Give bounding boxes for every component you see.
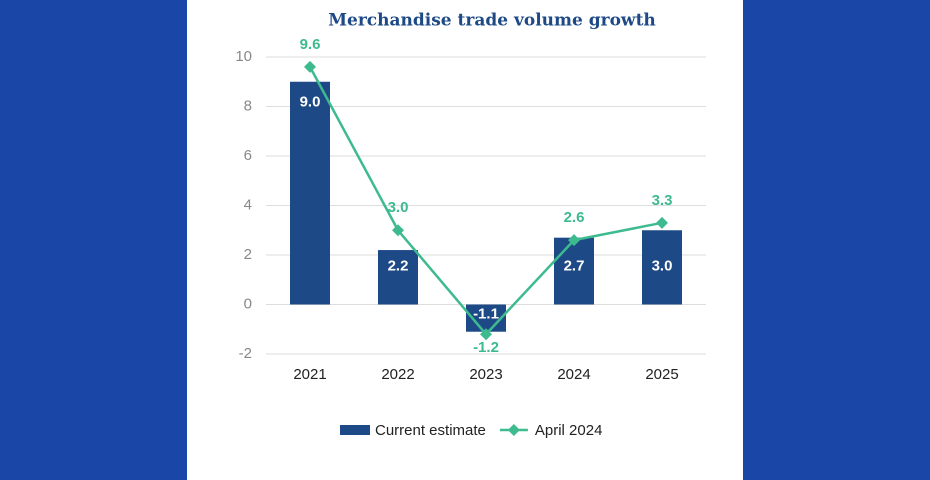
bar xyxy=(378,250,418,305)
bar xyxy=(290,81,330,305)
line-value-label: 3.0 xyxy=(388,199,409,216)
chart-title: Merchandise trade volume growth xyxy=(328,11,656,31)
x-tick-label: 2021 xyxy=(293,366,326,383)
legend-marker xyxy=(507,424,520,436)
x-tick-label: 2024 xyxy=(557,366,590,383)
line-marker xyxy=(480,328,492,341)
y-tick-label: 10 xyxy=(235,48,252,65)
bar-value-label: 3.0 xyxy=(652,257,673,274)
y-tick-label: 8 xyxy=(244,97,252,114)
x-tick-label: 2022 xyxy=(381,366,414,383)
line-value-label: 2.6 xyxy=(564,209,585,226)
bar-value-label: 2.7 xyxy=(564,257,585,274)
line-marker xyxy=(304,60,316,73)
y-tick-label: 4 xyxy=(244,196,252,213)
y-tick-label: 0 xyxy=(244,295,252,312)
bar-value-label: -1.1 xyxy=(473,305,499,322)
line-marker xyxy=(568,234,580,247)
x-tick-label: 2023 xyxy=(469,366,502,383)
bar xyxy=(554,237,594,305)
bar-value-label: 9.0 xyxy=(300,94,321,111)
legend-label: April 2024 xyxy=(535,422,603,439)
y-tick-label: 6 xyxy=(244,147,252,164)
bar-value-label: 2.2 xyxy=(388,257,409,274)
line-value-label: -1.2 xyxy=(473,339,499,356)
line-marker xyxy=(656,216,668,229)
y-tick-label: -2 xyxy=(239,345,252,362)
line-value-label: 9.6 xyxy=(300,36,321,53)
legend-swatch xyxy=(340,425,370,435)
line-value-label: 3.3 xyxy=(652,192,673,209)
line-marker xyxy=(392,224,404,237)
legend-label: Current estimate xyxy=(375,422,486,439)
bar xyxy=(642,230,682,305)
y-tick-label: 2 xyxy=(244,246,252,263)
x-tick-label: 2025 xyxy=(645,366,678,383)
